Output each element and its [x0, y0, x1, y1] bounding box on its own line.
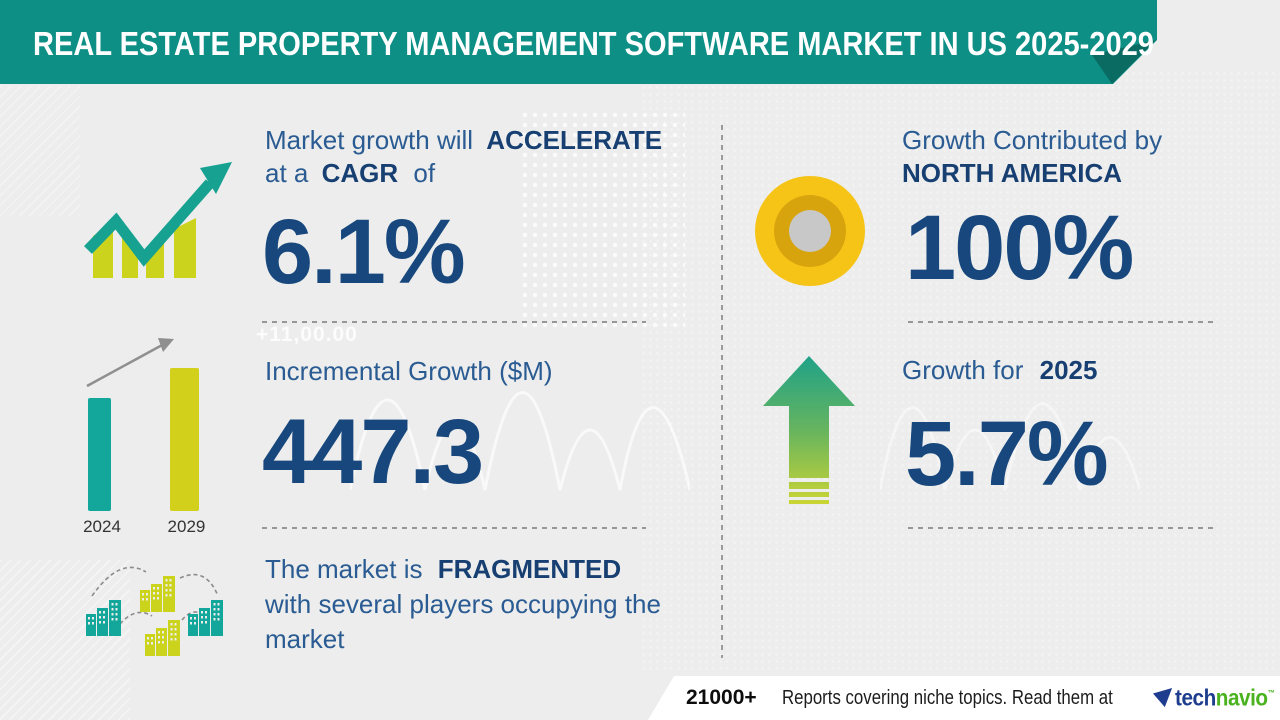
bar-year-start: 2024: [83, 517, 121, 536]
yoy-growth-value: 5.7%: [905, 403, 1109, 505]
page-title: REAL ESTATE PROPERTY MANAGEMENT SOFTWARE…: [33, 25, 1154, 62]
footer-message: Reports covering niche topics. Read them…: [782, 686, 1113, 709]
brand-name: technavio™: [1175, 684, 1275, 712]
incremental-growth-label: Incremental Growth ($M): [265, 356, 553, 386]
cagr-text-accelerate: ACCELERATE: [486, 125, 663, 155]
brand-navio: navio: [1215, 684, 1268, 711]
background-ticker-text: +11,00.00: [256, 323, 358, 346]
cagr-text-at-a: at a: [265, 158, 309, 188]
incremental-growth-value: 447.3: [262, 401, 484, 503]
bar-comparison-icon: [86, 338, 199, 511]
cagr-headline-line1: Market growth will ACCELERATE: [265, 124, 662, 157]
bar-year-labels: 2024 2029: [78, 517, 228, 537]
cagr-text-regular: Market growth will: [265, 125, 474, 155]
technavio-logo-icon: [1153, 688, 1173, 708]
fragmentation-level: FRAGMENTED: [437, 554, 622, 584]
brand-tech: tech: [1175, 684, 1216, 711]
fragmentation-line2: with several players occupying the: [265, 589, 661, 619]
cagr-text-cagr: CAGR: [321, 158, 399, 188]
divider-left-2: [262, 527, 646, 529]
trademark-symbol: ™: [1267, 688, 1275, 698]
bar-year-end: 2029: [167, 517, 206, 536]
divider-left-1: [262, 321, 646, 323]
buildings-fragmented-icon: [86, 566, 223, 656]
cagr-value: 6.1%: [262, 201, 466, 303]
fragmentation-line3: market: [265, 624, 345, 654]
column-divider: [721, 125, 723, 658]
contribution-line1: Growth Contributed by: [902, 125, 1163, 155]
donut-icon: [755, 176, 865, 286]
cagr-headline-line2: at a CAGR of: [265, 157, 435, 190]
background-wave-graphic: [350, 391, 690, 491]
background-diagonal-texture-2: [0, 86, 80, 216]
yoy-growth-year: 2025: [1039, 355, 1098, 385]
yoy-growth-line: Growth for 2025: [902, 354, 1097, 387]
fragmentation-line1: The market is FRAGMENTED: [265, 553, 621, 586]
up-arrow-icon: [763, 356, 855, 504]
growth-chart-icon: [84, 162, 232, 278]
cagr-text-of: of: [413, 158, 436, 188]
yoy-growth-label: Growth for: [902, 355, 1024, 385]
header-ribbon: [0, 0, 1157, 84]
divider-right-1: [908, 321, 1213, 323]
fragmentation-intro: The market is: [265, 554, 423, 584]
technavio-logo: technavio™: [1153, 685, 1280, 712]
footer-bar: 21000+ Reports covering niche topics. Re…: [648, 676, 1280, 720]
contribution-region: NORTH AMERICA: [902, 158, 1123, 188]
background-diagonal-texture: [0, 560, 130, 720]
background-dot-pattern: [640, 70, 1280, 670]
contribution-value: 100%: [905, 197, 1134, 299]
divider-right-2: [908, 527, 1213, 529]
reports-count: 21000+: [686, 686, 757, 709]
background-wave-graphic-2: [880, 402, 1140, 491]
